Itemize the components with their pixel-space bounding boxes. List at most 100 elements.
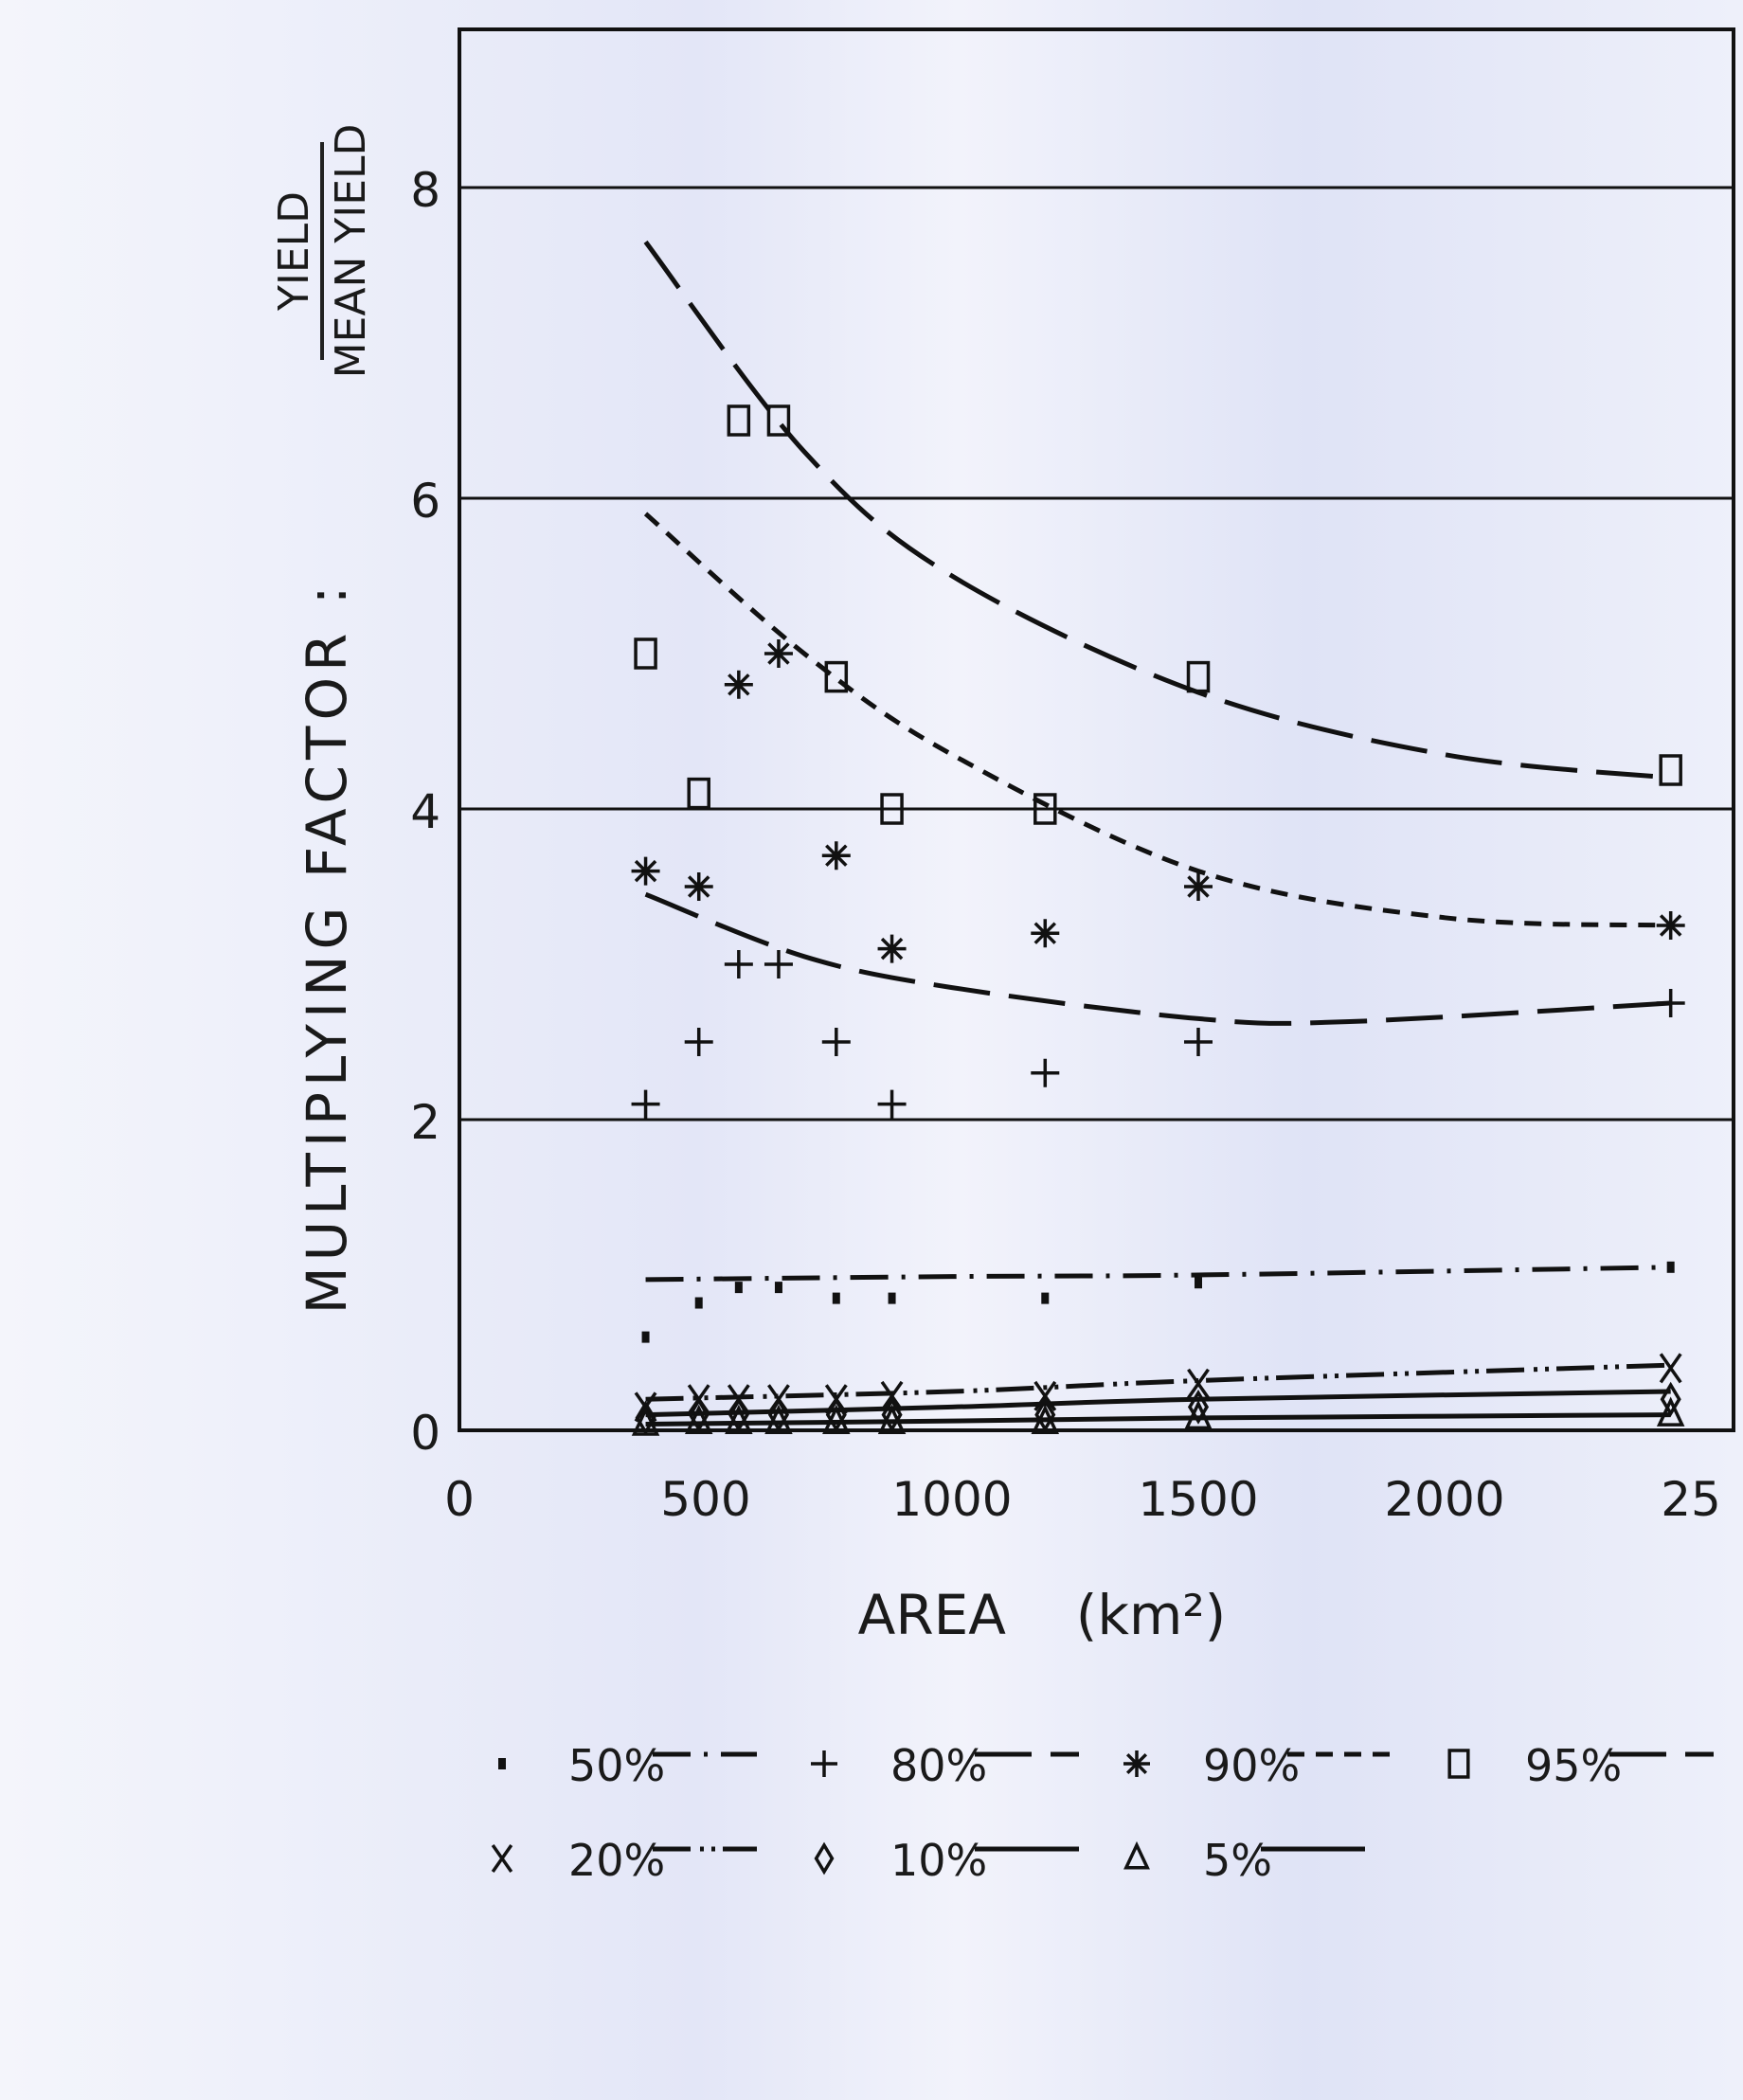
point-90pct: [1184, 872, 1213, 901]
legend-label: 20%: [568, 1835, 665, 1886]
curve-20pct: [645, 1362, 1671, 1402]
y-tick-label: 6: [410, 474, 440, 529]
point-50pct: [832, 1292, 840, 1304]
curve-5pct: [645, 1412, 1671, 1427]
point-10pct: [1187, 1389, 1210, 1425]
y-label-numerator: YIELD: [270, 191, 318, 312]
x-tick-label: 0: [444, 1472, 475, 1527]
legend-label: 90%: [1203, 1740, 1300, 1791]
y-label-denominator: MEAN YIELD: [327, 124, 375, 379]
point-80pct: [877, 1089, 907, 1119]
legend-marker-20pct: [491, 1843, 513, 1874]
point-20pct: [1659, 1353, 1682, 1384]
point-80pct: [684, 1028, 713, 1056]
y-axis-label: MULTIPLYING FACTOR :: [295, 581, 359, 1315]
point-80pct: [821, 1028, 851, 1056]
point-90pct: [684, 872, 713, 901]
point-80pct: [1656, 989, 1685, 1017]
y-tick-label: 4: [410, 784, 440, 839]
point-95pct: [1033, 793, 1057, 825]
point-95pct: [824, 660, 849, 693]
point-10pct: [728, 1397, 749, 1433]
point-50pct: [1041, 1292, 1050, 1304]
x-tick-label: 2000: [1384, 1472, 1504, 1527]
legend-label: 10%: [890, 1835, 987, 1886]
grid: [458, 27, 1735, 1432]
point-20pct: [1033, 1380, 1057, 1411]
point-80pct: [1031, 1058, 1060, 1087]
point-50pct: [888, 1292, 896, 1304]
point-5pct: [822, 1404, 851, 1435]
legend-label: 95%: [1525, 1740, 1622, 1791]
point-10pct: [1660, 1381, 1681, 1417]
point-95pct: [1659, 754, 1682, 786]
point-50pct: [1195, 1277, 1202, 1289]
legend-label: 80%: [890, 1740, 987, 1791]
x-tick-label: 25: [1661, 1472, 1721, 1527]
point-50pct: [694, 1297, 703, 1309]
point-5pct: [1184, 1399, 1213, 1430]
point-90pct: [1031, 919, 1060, 948]
curve-80pct: [644, 891, 1671, 1026]
y-tick-label: 0: [410, 1406, 440, 1461]
point-95pct: [766, 404, 791, 437]
point-95pct: [687, 777, 710, 810]
point-5pct: [1656, 1396, 1685, 1427]
curve-95pct: [643, 240, 1671, 781]
plot-frame: [458, 27, 1735, 1432]
y-tick-label: 8: [410, 163, 440, 218]
point-5pct: [725, 1404, 753, 1435]
legend-marker-80pct: [811, 1750, 837, 1777]
point-20pct: [1187, 1368, 1210, 1399]
point-95pct: [727, 404, 751, 437]
point-95pct: [880, 793, 904, 825]
point-5pct: [684, 1404, 713, 1435]
point-90pct: [631, 856, 660, 886]
point-90pct: [764, 639, 793, 668]
point-10pct: [881, 1397, 903, 1433]
legend-label: 5%: [1203, 1835, 1272, 1886]
point-50pct: [774, 1282, 782, 1294]
x-axis-label: AREA (km²): [858, 1583, 1227, 1647]
point-90pct: [877, 934, 907, 963]
curve-50pct: [645, 1265, 1671, 1283]
curve-90pct: [643, 512, 1671, 928]
point-80pct: [724, 950, 753, 978]
data-points: [631, 404, 1685, 1436]
curve-10pct: [645, 1389, 1671, 1418]
point-10pct: [1034, 1397, 1056, 1433]
legend-marker-10pct: [814, 1841, 835, 1876]
tick-labels: 0 2 4 6 8 0 500 1000 1500 2000 25: [410, 163, 1721, 1527]
x-tick-label: 500: [660, 1472, 750, 1527]
point-50pct: [734, 1282, 743, 1294]
point-90pct: [821, 841, 851, 871]
point-10pct: [635, 1400, 656, 1436]
point-95pct: [1186, 660, 1211, 693]
point-95pct: [634, 637, 657, 670]
point-5pct: [1031, 1404, 1060, 1435]
point-80pct: [631, 1089, 660, 1119]
x-tick-label: 1000: [891, 1472, 1012, 1527]
x-tick-label: 1500: [1138, 1472, 1258, 1527]
legend: 50% 80% 90% 95% 20% 10% 5%: [491, 1740, 1714, 1886]
legend-marker-90pct: [1123, 1750, 1150, 1777]
point-10pct: [688, 1397, 710, 1433]
point-50pct: [1666, 1261, 1675, 1273]
point-80pct: [1184, 1028, 1213, 1056]
point-20pct: [880, 1380, 904, 1411]
point-90pct: [724, 670, 753, 699]
point-10pct: [825, 1397, 847, 1433]
point-10pct: [767, 1397, 790, 1433]
fit-curves: [643, 240, 1671, 1427]
legend-marker-50pct: [498, 1758, 506, 1769]
legend-marker-5pct: [1123, 1840, 1150, 1870]
point-80pct: [764, 950, 793, 978]
y-tick-label: 2: [410, 1095, 440, 1150]
point-5pct: [764, 1404, 793, 1435]
legend-label: 50%: [568, 1740, 665, 1791]
point-90pct: [1656, 911, 1685, 940]
point-5pct: [631, 1406, 660, 1436]
legend-marker-95pct: [1447, 1749, 1470, 1779]
point-5pct: [877, 1404, 907, 1435]
